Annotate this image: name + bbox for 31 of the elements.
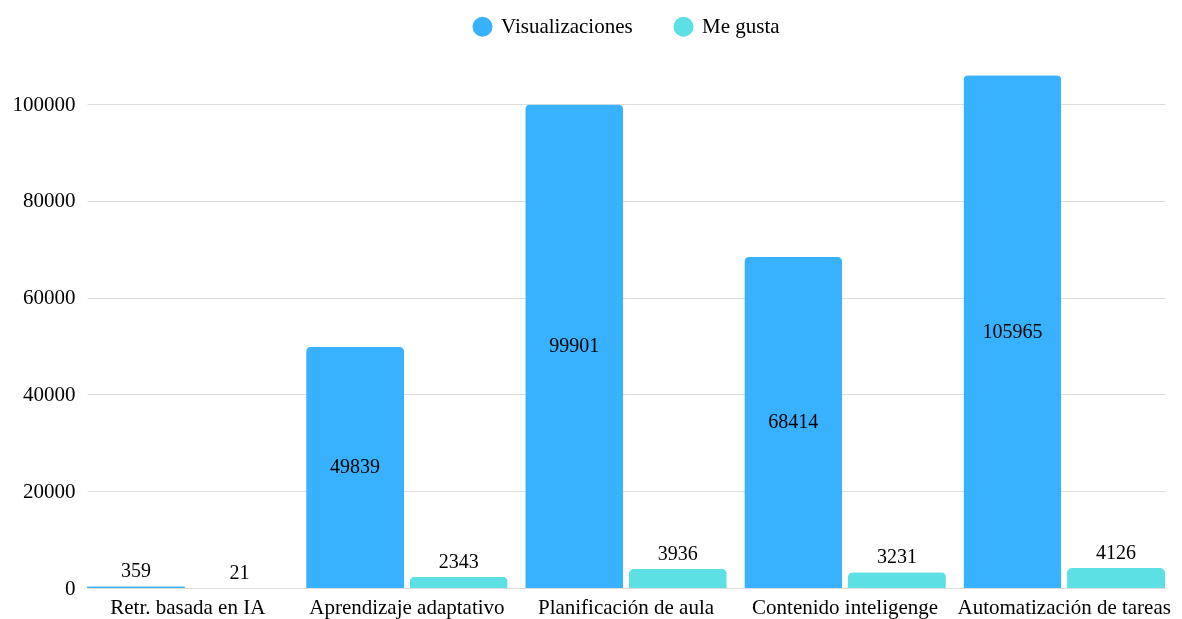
bar bbox=[744, 256, 843, 588]
data-label: 49839 bbox=[330, 455, 381, 478]
data-label: 4126 bbox=[1096, 541, 1137, 564]
data-label: 2343 bbox=[438, 549, 479, 572]
y-tick-label: 40000 bbox=[23, 381, 76, 406]
y-tick-label: 60000 bbox=[23, 285, 76, 310]
y-tick-label: 80000 bbox=[23, 188, 76, 213]
x-tick-label: Planificación de aula bbox=[537, 594, 715, 619]
legend-label: Visualizaciones bbox=[501, 13, 633, 38]
bar bbox=[306, 346, 405, 588]
x-tick-label: Aprendizaje adaptativo bbox=[309, 594, 505, 619]
bar bbox=[847, 572, 946, 588]
y-tick-label: 100000 bbox=[12, 91, 76, 116]
data-label: 3936 bbox=[657, 541, 698, 564]
data-label: 105965 bbox=[982, 319, 1043, 342]
data-label: 99901 bbox=[549, 334, 600, 357]
data-label: 359 bbox=[120, 559, 151, 582]
bar bbox=[409, 576, 508, 588]
bar bbox=[1067, 568, 1165, 588]
x-tick-label: Retr. basada en IA bbox=[110, 594, 267, 619]
y-tick-label: 20000 bbox=[23, 478, 76, 503]
bar bbox=[628, 568, 727, 588]
data-label: 68414 bbox=[768, 410, 819, 433]
x-tick-label: Contenido inteligenge bbox=[752, 594, 939, 619]
bar bbox=[525, 104, 624, 588]
data-label: 3231 bbox=[876, 545, 917, 568]
y-tick-label: 0 bbox=[65, 575, 76, 600]
bar bbox=[963, 75, 1062, 588]
legend-label: Me gusta bbox=[702, 13, 781, 38]
data-label: 21 bbox=[229, 560, 250, 583]
x-tick-label: Automatización de tareas bbox=[957, 594, 1171, 619]
